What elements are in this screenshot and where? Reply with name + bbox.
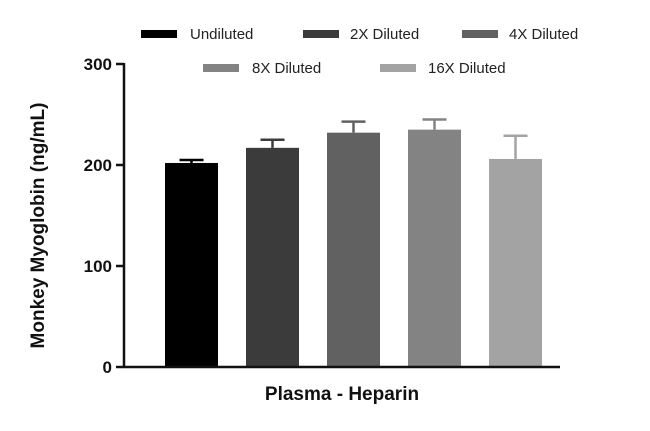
legend-label: 16X Diluted	[428, 60, 506, 77]
bar	[327, 132, 380, 367]
error-bars-group	[179, 118, 528, 163]
bar	[165, 162, 218, 367]
axes-group	[122, 63, 560, 369]
x-axis-title: Plasma - Heparin	[265, 384, 419, 405]
y-tick-label: 300	[84, 55, 112, 74]
y-tick-label: 0	[103, 358, 112, 377]
legend-label: 2X Diluted	[350, 26, 419, 43]
bars-group	[165, 129, 542, 367]
y-ticks-group: 0 100 200 300	[84, 55, 124, 377]
legend-swatch	[303, 30, 339, 38]
y-tick-label: 100	[84, 257, 112, 276]
bar	[489, 158, 542, 367]
legend-swatch	[141, 30, 177, 38]
legend-label: 8X Diluted	[252, 60, 321, 77]
bar	[408, 129, 461, 367]
y-tick-label: 200	[84, 156, 112, 175]
legend-label: 4X Diluted	[509, 26, 578, 43]
legend-swatch	[462, 30, 498, 38]
bar	[246, 147, 299, 367]
legend: Undiluted 2X Diluted 4X Diluted 8X Diluted 1…	[141, 26, 578, 77]
legend-label: Undiluted	[190, 26, 253, 43]
legend-swatch	[380, 64, 416, 72]
y-axis-title: Monkey Myoglobin (ng/mL)	[28, 103, 49, 349]
legend-swatch	[203, 64, 239, 72]
